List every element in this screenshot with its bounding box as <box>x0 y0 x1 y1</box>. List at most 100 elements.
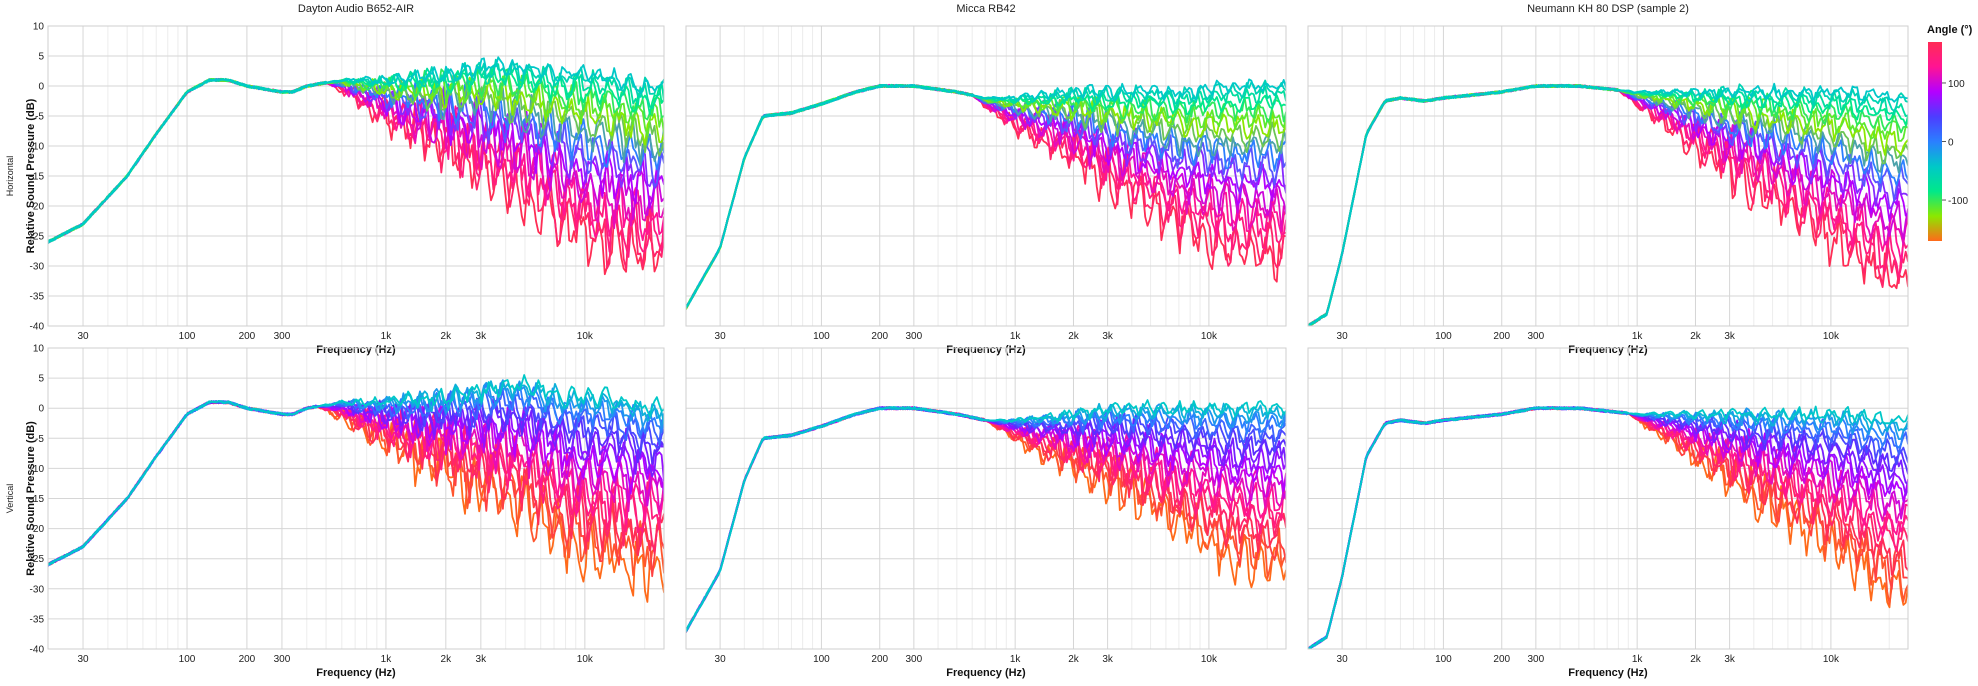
y-tick-label: -15 <box>30 172 45 183</box>
x-tick-label: 300 <box>906 331 923 342</box>
curve-group <box>48 374 664 603</box>
x-axis-label: Frequency (Hz) <box>946 344 1026 356</box>
x-tick-label: 200 <box>239 654 256 665</box>
panel-horizontal-1: 30 100 200 300 1k 2k 3k 10k Frequency (Hz) 10 5 0 -5… <box>5 3 665 356</box>
y-tick-label: -20 <box>30 202 45 213</box>
x-tick-label: 2k <box>1068 654 1080 665</box>
x-tick-label: 3k <box>1102 331 1114 342</box>
curve-angle-150 <box>1308 406 1908 649</box>
curve-angle-140 <box>48 400 664 565</box>
curve-angle-100 <box>1308 406 1908 649</box>
x-tick-label: 200 <box>1493 654 1510 665</box>
legend-tick-label: -100 <box>1948 196 1968 207</box>
x-tick-label: 10k <box>1201 331 1218 342</box>
x-tick-label: 200 <box>871 331 888 342</box>
x-tick-label: 100 <box>179 331 196 342</box>
y-tick-label: -10 <box>30 464 45 475</box>
curve-angle-0 <box>1308 405 1908 649</box>
x-tick-label: 300 <box>906 654 923 665</box>
x-tick-label: 30 <box>1337 331 1349 342</box>
x-tick-label: 1k <box>1632 654 1644 665</box>
panel-frame <box>47 347 665 650</box>
curve-angle-0 <box>686 399 1286 633</box>
column-title: Neumann KH 80 DSP (sample 2) <box>1527 3 1689 15</box>
curve-angle-130 <box>1308 406 1908 649</box>
y-tick-label: -35 <box>30 614 45 625</box>
curve-angle-30 <box>1308 406 1908 649</box>
x-tick-label: 200 <box>871 654 888 665</box>
curve-angle-0 <box>48 374 664 566</box>
curve-angle-50 <box>1308 406 1908 649</box>
y-tick-label: -5 <box>35 434 44 445</box>
legend-tick-label: 0 <box>1948 138 1954 149</box>
x-axis-label: Frequency (Hz) <box>1568 667 1648 679</box>
panel-vertical-2: 30 100 200 300 1k 2k 3k 10k Frequency (Hz) <box>685 347 1287 679</box>
x-tick-label: 300 <box>1528 331 1545 342</box>
x-tick-label: 100 <box>1435 331 1452 342</box>
x-axis-label: Frequency (Hz) <box>316 344 396 356</box>
y-tick-label: 0 <box>38 404 44 415</box>
row-label: Vertical <box>5 484 15 514</box>
panel-grid: 30 100 200 300 1k 2k 3k 10k Frequency (Hz) 10 5 0 -5… <box>5 3 1909 679</box>
x-axis-label: Frequency (Hz) <box>946 667 1026 679</box>
panel-frame <box>1307 347 1909 650</box>
y-tick-label: 10 <box>33 344 45 355</box>
y-tick-label: -30 <box>30 584 45 595</box>
x-tick-label: 30 <box>77 654 89 665</box>
panel-frame <box>685 347 1287 650</box>
x-tick-label: 2k <box>1068 331 1080 342</box>
y-axis-label: Relative Sound Pressure (dB) <box>25 98 37 253</box>
curve-group <box>686 78 1286 311</box>
x-tick-label: 2k <box>441 654 453 665</box>
x-tick-label: 3k <box>1724 331 1736 342</box>
y-tick-label: -25 <box>30 232 45 243</box>
y-tick-label: -20 <box>30 524 45 535</box>
column-title: Dayton Audio B652-AIR <box>298 3 414 15</box>
x-tick-label: 10k <box>1201 654 1218 665</box>
legend-colorbar <box>1928 42 1942 241</box>
x-tick-label: 3k <box>1102 654 1114 665</box>
y-tick-label: -10 <box>30 142 45 153</box>
x-tick-label: 1k <box>1010 331 1022 342</box>
row-label: Horizontal <box>5 156 15 197</box>
y-tick-label: 5 <box>38 52 44 63</box>
x-tick-label: 10k <box>1823 654 1840 665</box>
panel-frame <box>47 25 665 327</box>
x-tick-label: 2k <box>1690 654 1702 665</box>
curve-angle-170 <box>1308 406 1908 649</box>
y-tick-label: 10 <box>33 22 45 33</box>
x-tick-label: 1k <box>381 654 393 665</box>
x-tick-label: 100 <box>179 654 196 665</box>
curve-group <box>686 399 1286 633</box>
x-tick-label: 10k <box>577 331 594 342</box>
x-tick-label: 3k <box>476 331 488 342</box>
y-tick-label: -35 <box>30 292 45 303</box>
x-tick-label: 1k <box>1010 654 1022 665</box>
panel-frame <box>685 25 1287 327</box>
y-tick-label: -5 <box>35 112 44 123</box>
curve-angle-110 <box>1308 406 1908 649</box>
legend-title: Angle (°) <box>1927 24 1973 36</box>
curve-group <box>1308 405 1908 649</box>
x-tick-label: 1k <box>1632 331 1644 342</box>
y-tick-label: 5 <box>38 374 44 385</box>
x-tick-label: 3k <box>1724 654 1736 665</box>
y-tick-label: -15 <box>30 494 45 505</box>
x-tick-label: 30 <box>715 331 727 342</box>
curve-angle-120 <box>1308 406 1908 649</box>
y-tick-label: -30 <box>30 262 45 273</box>
curve-angle-160 <box>1308 406 1908 649</box>
y-axis-label: Relative Sound Pressure (dB) <box>25 421 37 576</box>
panel-vertical-1: 30 100 200 300 1k 2k 3k 10k Frequency (Hz) 10 5 0 -5… <box>5 344 665 679</box>
curve-group <box>1308 82 1908 326</box>
x-tick-label: 10k <box>1823 331 1840 342</box>
x-tick-label: 300 <box>274 654 291 665</box>
curve-angle-0 <box>48 56 664 245</box>
y-tick-label: -40 <box>30 645 45 656</box>
x-axis-label: Frequency (Hz) <box>316 667 396 679</box>
x-tick-label: 300 <box>1528 654 1545 665</box>
curve-angle-70 <box>1308 406 1908 649</box>
x-tick-label: 30 <box>1337 654 1349 665</box>
x-tick-label: 10k <box>577 654 594 665</box>
